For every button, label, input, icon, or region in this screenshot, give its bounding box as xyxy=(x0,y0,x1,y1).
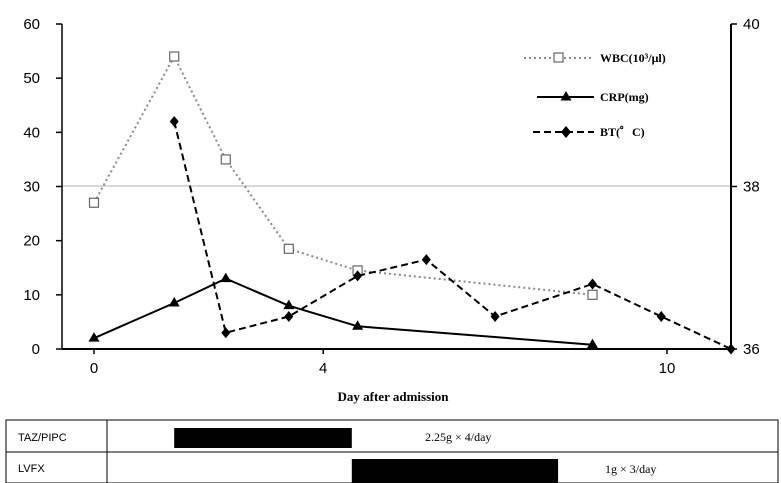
x-axis-label: Day after admission xyxy=(338,389,450,404)
data-point-crp xyxy=(587,338,599,349)
y-left-tick-label: 60 xyxy=(23,16,40,33)
x-axis-ticks: 0 4 10 xyxy=(90,349,676,377)
treatment-drug-label: LVFX xyxy=(18,463,45,475)
data-point-bt xyxy=(421,254,431,266)
x-tick-label: 0 xyxy=(90,360,98,377)
data-point-wbc xyxy=(220,154,231,165)
series-1 xyxy=(88,272,599,349)
y-right-tick-label: 36 xyxy=(743,341,760,358)
data-point-bt xyxy=(169,116,179,127)
treatment-row-taz-pipc: TAZ/PIPC 2.25g × 4/day xyxy=(18,428,491,448)
legend-item-crp: CRP(mg) xyxy=(537,90,649,104)
treatment-bar xyxy=(174,428,352,448)
legend-marker-wbc xyxy=(553,52,564,63)
x-tick-label: 10 xyxy=(659,360,676,377)
treatment-drug-label: TAZ/PIPC xyxy=(18,432,67,444)
series-line xyxy=(93,277,593,346)
y-left-tick-label: 30 xyxy=(23,179,40,196)
data-point-bt xyxy=(284,311,294,322)
data-point-wbc xyxy=(169,51,180,62)
treatment-table: TAZ/PIPC 2.25g × 4/day LVFX 1g × 3/day xyxy=(5,419,779,483)
data-point-bt xyxy=(490,311,500,322)
treatment-dose-label: 1g × 3/day xyxy=(605,462,656,476)
legend-label-bt: BT(゜C) xyxy=(600,125,645,139)
legend-item-wbc: WBC(10³/μl) xyxy=(524,51,666,65)
legend-label-wbc: WBC(10³/μl) xyxy=(600,51,666,65)
data-point-crp xyxy=(88,332,100,342)
y-left-tick-label: 20 xyxy=(23,233,40,250)
series-layer xyxy=(88,51,736,355)
data-point-wbc xyxy=(283,243,294,254)
data-point-bt xyxy=(221,327,231,339)
x-tick-label: 4 xyxy=(319,360,327,377)
data-point-bt xyxy=(588,278,598,290)
legend: WBC(10³/μl) CRP(mg) BT(゜C) xyxy=(524,51,666,139)
data-point-crp xyxy=(220,272,232,283)
y-left-tick-label: 0 xyxy=(32,341,40,358)
legend-label-crp: CRP(mg) xyxy=(600,90,649,104)
treatment-row-lvfx: LVFX 1g × 3/day xyxy=(18,459,656,483)
legend-item-bt: BT(゜C) xyxy=(533,125,645,139)
series-2 xyxy=(169,116,736,355)
legend-marker-crp xyxy=(560,91,572,101)
data-point-wbc xyxy=(587,289,598,300)
legend-marker-bt xyxy=(561,126,571,138)
treatment-dose-label: 2.25g × 4/day xyxy=(425,430,491,444)
y-axis-right-ticks: 36 38 40 xyxy=(731,16,760,358)
series-0 xyxy=(88,51,598,300)
data-point-wbc xyxy=(88,197,100,208)
data-point-bt xyxy=(353,270,363,282)
y-axis-left-ticks: 0 10 20 30 40 50 60 xyxy=(23,16,62,358)
data-point-bt xyxy=(726,343,736,355)
data-point-crp xyxy=(352,320,364,330)
treatment-bar xyxy=(351,459,559,483)
data-point-crp xyxy=(283,299,295,310)
y-left-tick-label: 50 xyxy=(23,70,40,87)
data-point-crp xyxy=(168,296,180,307)
series-line xyxy=(93,54,593,296)
y-right-tick-label: 40 xyxy=(743,16,760,33)
y-left-tick-label: 10 xyxy=(23,287,40,304)
y-left-tick-label: 40 xyxy=(23,124,40,141)
y-right-tick-label: 38 xyxy=(743,179,760,196)
series-line xyxy=(173,121,732,350)
data-point-bt xyxy=(656,311,666,322)
